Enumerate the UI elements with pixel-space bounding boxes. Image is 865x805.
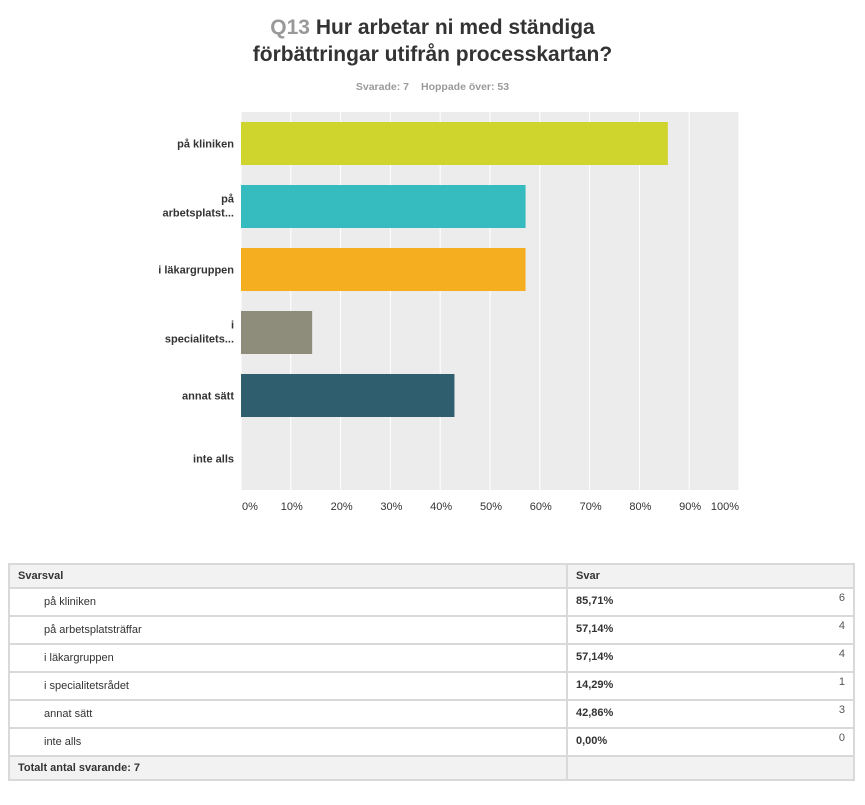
bar xyxy=(241,248,526,291)
table-row: på kliniken 85,71% 6 xyxy=(8,587,855,617)
answered-count: Svarade: 7 xyxy=(355,81,409,93)
table-row: i specialitetsrådet 14,29% 1 xyxy=(8,671,855,701)
x-tick-label: 20% xyxy=(331,501,353,513)
header-choice: Svarsval xyxy=(8,563,568,589)
row-answer: 57,14% 4 xyxy=(566,615,855,645)
table-row: inte alls 0,00% 0 xyxy=(8,727,855,757)
category-label: inte alls xyxy=(193,454,234,466)
category-label: i specialitets... xyxy=(165,320,234,346)
table-body: på kliniken 85,71% 6 på arbetsplatsträffar 5… xyxy=(8,587,855,757)
question-number: Q13 xyxy=(270,16,310,39)
row-answer: 42,86% 3 xyxy=(566,699,855,729)
x-tick-label: 50% xyxy=(480,501,502,513)
total-label: Totalt antal svarande: 7 xyxy=(8,755,568,781)
row-percent: 57,14% xyxy=(576,651,614,663)
row-percent: 14,29% xyxy=(576,679,614,691)
bar xyxy=(241,122,668,165)
table-header-row: Svarsval Svar xyxy=(8,563,855,589)
row-count: 4 xyxy=(838,648,845,660)
row-label: inte alls xyxy=(8,727,568,757)
x-tick-label: 70% xyxy=(580,501,602,513)
bar xyxy=(241,374,455,417)
row-percent: 85,71% xyxy=(576,595,614,607)
category-label: på kliniken xyxy=(177,139,234,151)
row-count: 6 xyxy=(838,592,845,604)
results-table: Svarsval Svar på kliniken 85,71% 6 på arbet… xyxy=(8,563,855,781)
row-label: på kliniken xyxy=(8,587,568,617)
row-count: 1 xyxy=(838,676,845,688)
row-answer: 57,14% 4 xyxy=(566,643,855,673)
row-label: i specialitetsrådet xyxy=(8,671,568,701)
row-count: 3 xyxy=(838,704,845,716)
row-answer: 85,71% 6 xyxy=(566,587,855,617)
x-tick-label: 100% xyxy=(711,501,739,513)
x-tick-label: 30% xyxy=(380,501,402,513)
row-count: 0 xyxy=(838,732,845,744)
title-line-2: förbättringar utifrån processkartan? xyxy=(252,43,613,66)
total-empty-cell xyxy=(566,755,855,781)
table-row: i läkargruppen 57,14% 4 xyxy=(8,643,855,673)
bar xyxy=(241,185,526,228)
row-label: i läkargruppen xyxy=(8,643,568,673)
header-answer: Svar xyxy=(566,563,855,589)
category-label: annat sätt xyxy=(182,391,234,403)
row-percent: 57,14% xyxy=(576,623,614,635)
bar xyxy=(241,311,313,354)
table-row: på arbetsplatsträffar 57,14% 4 xyxy=(8,615,855,645)
category-label: på arbetsplatst... xyxy=(162,194,234,220)
category-label: i läkargruppen xyxy=(158,265,234,277)
x-tick-label: 80% xyxy=(629,501,651,513)
bar-chart: 0% 10% 20% 30% 40% 50% 60% 70% 80% 90% 100% på klin… xyxy=(158,112,740,513)
x-tick-label: 90% xyxy=(679,501,701,513)
title-line-1: Q13 Hur arbetar ni med ständiga xyxy=(0,14,865,41)
x-tick-label: 60% xyxy=(530,501,552,513)
row-label: på arbetsplatsträffar xyxy=(8,615,568,645)
title-text-1: Hur arbetar ni med ständiga xyxy=(315,16,595,39)
row-answer: 0,00% 0 xyxy=(566,727,855,757)
row-percent: 42,86% xyxy=(576,707,614,719)
x-tick-label: 0% xyxy=(242,501,258,513)
table-total-row: Totalt antal svarande: 7 xyxy=(8,755,855,781)
x-tick-label: 40% xyxy=(430,501,452,513)
x-tick-label: 10% xyxy=(281,501,303,513)
chart-title: Q13 Hur arbetar ni med ständiga förbättr… xyxy=(0,14,865,68)
row-answer: 14,29% 1 xyxy=(566,671,855,701)
row-label: annat sätt xyxy=(8,699,568,729)
row-percent: 0,00% xyxy=(576,735,608,747)
table-row: annat sätt 42,86% 3 xyxy=(8,699,855,729)
row-count: 4 xyxy=(838,620,845,632)
response-stats: Svarade: 7 Hoppade över: 53 xyxy=(0,81,865,93)
skipped-count: Hoppade över: 53 xyxy=(421,81,510,93)
